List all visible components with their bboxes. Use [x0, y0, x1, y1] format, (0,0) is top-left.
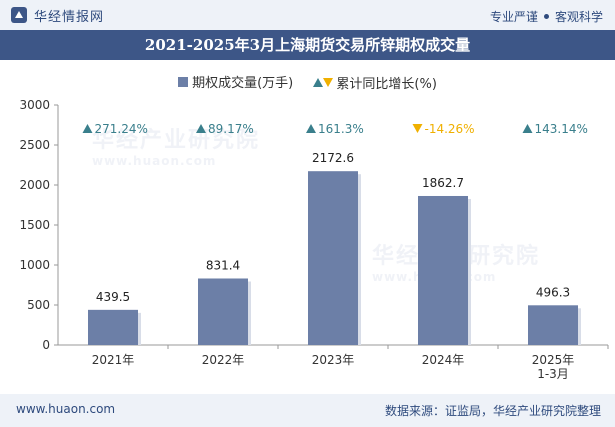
footer-bar: www.huaon.com 数据来源：证监局，华经产业研究院整理 [0, 394, 615, 427]
x-tick-label: 2023年 [312, 353, 355, 367]
bar [198, 278, 248, 345]
x-tick-label: 2022年 [202, 353, 245, 367]
slogan: 专业严谨 客观科学 [490, 8, 603, 25]
y-tick-label: 0 [42, 338, 50, 352]
bar-value-label: 2172.6 [312, 151, 354, 165]
legend-bar-swatch [178, 76, 189, 87]
growth-up-triangle-icon [82, 124, 93, 133]
y-tick-label: 500 [27, 298, 50, 312]
footer-source: 数据来源：证监局，华经产业研究院整理 [384, 404, 601, 418]
bar [528, 305, 578, 345]
bar [88, 309, 138, 345]
y-tick-label: 1000 [19, 258, 50, 272]
x-tick-label: 2025年 [532, 353, 575, 367]
legend-item-growth: 累计同比增长(%) [313, 73, 437, 92]
watermark-1: 华经产业研究院 www.huaon.com [92, 122, 260, 168]
slogan-dot-icon [543, 14, 549, 19]
header-bar: 华经情报网 专业严谨 客观科学 [0, 0, 615, 30]
growth-up-triangle-icon [196, 124, 206, 133]
legend-growth-label: 累计同比增长(%) [336, 76, 437, 92]
growth-up-triangle-icon [522, 124, 533, 133]
growth-up-triangle-icon [306, 124, 316, 133]
footer-url: www.huaon.com [16, 402, 116, 416]
x-tick-label: 2021年 [92, 353, 135, 367]
brand-logo-icon [11, 7, 27, 23]
growth-label: -14.26% [425, 122, 475, 136]
slogan-left: 专业严谨 [489, 10, 538, 24]
bar [418, 195, 468, 345]
bar-chart: 0 500 1000 1500 2000 2500 3000 439.5 2021年 271.24… [19, 98, 609, 381]
x-tick-label: 1-3月 [537, 367, 569, 381]
legend-up-triangle-icon [313, 77, 324, 87]
bar-value-label: 831.4 [206, 258, 240, 272]
watermark-en: www.huaon.com [92, 154, 217, 168]
bar-value-label: 1862.7 [422, 176, 464, 190]
x-tick-label: 2024年 [422, 353, 465, 367]
bar [308, 171, 358, 345]
y-tick-label: 1500 [19, 218, 50, 232]
growth-label: 143.14% [535, 122, 588, 136]
legend-bar-label: 期权成交量(万手) [192, 76, 294, 91]
growth-label: 161.3% [318, 122, 364, 136]
legend-item-bar: 期权成交量(万手) [178, 72, 293, 91]
brand: 华经情报网 [10, 6, 105, 25]
growth-down-triangle-icon [412, 124, 423, 133]
brand-name: 华经情报网 [34, 9, 105, 25]
y-tick-label: 2500 [19, 138, 50, 152]
y-tick-label: 3000 [19, 98, 50, 112]
watermark-cn: 华经产业研究院 [92, 128, 261, 153]
legend-down-triangle-icon [323, 77, 334, 87]
chart-legend: 期权成交量(万手) 累计同比增长(%) [0, 72, 615, 92]
slogan-right: 客观科学 [554, 10, 603, 24]
bar-value-label: 496.3 [536, 285, 570, 299]
bar-value-label: 439.5 [96, 290, 130, 304]
y-tick-label: 2000 [19, 178, 50, 192]
growth-label: 271.24% [95, 122, 148, 136]
chart-title: 2021-2025年3月上海期货交易所锌期权成交量 [0, 30, 615, 60]
growth-label: 89.17% [208, 122, 254, 136]
